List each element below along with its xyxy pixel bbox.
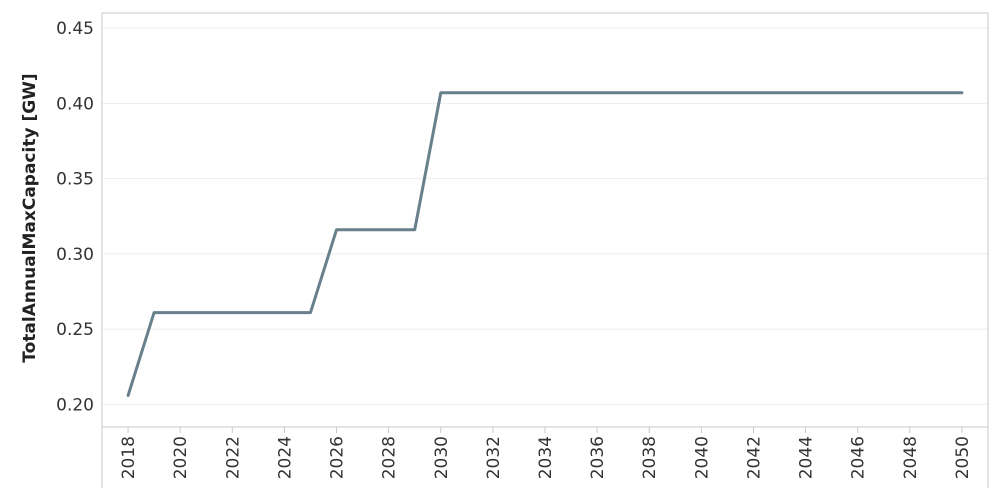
x-tick-label: 2048 bbox=[901, 436, 921, 479]
x-tick-label: 2044 bbox=[797, 436, 817, 479]
x-tick-label: 2032 bbox=[484, 436, 504, 479]
x-tick-label: 2040 bbox=[692, 436, 712, 479]
x-tick-label: 2024 bbox=[275, 436, 295, 479]
y-axis-title: TotalAnnualMaxCapacity [GW] bbox=[20, 73, 40, 362]
x-tick-label: 2034 bbox=[536, 436, 556, 479]
x-tick-label: 2042 bbox=[744, 436, 764, 479]
y-axis-ticks: 0.20 0.25 0.30 0.35 0.40 0.45 bbox=[56, 19, 94, 415]
x-tick-label: 2046 bbox=[849, 436, 869, 479]
x-tick-label: 2050 bbox=[953, 436, 973, 479]
plot-area-frame bbox=[101, 12, 989, 428]
x-tick-label: 2020 bbox=[171, 436, 191, 479]
x-tick-label: 2038 bbox=[640, 436, 660, 479]
y-tick-label: 0.35 bbox=[56, 170, 94, 190]
x-tick-label: 2022 bbox=[223, 436, 243, 479]
x-tick-label: 2036 bbox=[588, 436, 608, 479]
gridlines bbox=[102, 27, 988, 405]
series-layer bbox=[126, 91, 964, 397]
y-tick-label: 0.40 bbox=[56, 94, 94, 114]
x-tick-label: 2018 bbox=[119, 436, 139, 479]
x-tick-label: 2028 bbox=[380, 436, 400, 479]
y-tick-label: 0.20 bbox=[56, 395, 94, 415]
x-tick-label: 2030 bbox=[432, 436, 452, 479]
y-tick-label: 0.45 bbox=[56, 19, 94, 39]
y-tick-label: 0.30 bbox=[56, 245, 94, 265]
x-axis-ticks: 2018 2020 2022 2024 2026 2028 2030 2032 2034 2036… bbox=[101, 427, 989, 488]
series-line-0 bbox=[126, 91, 964, 397]
y-tick-label: 0.25 bbox=[56, 320, 94, 340]
x-tick-label: 2026 bbox=[328, 436, 348, 479]
